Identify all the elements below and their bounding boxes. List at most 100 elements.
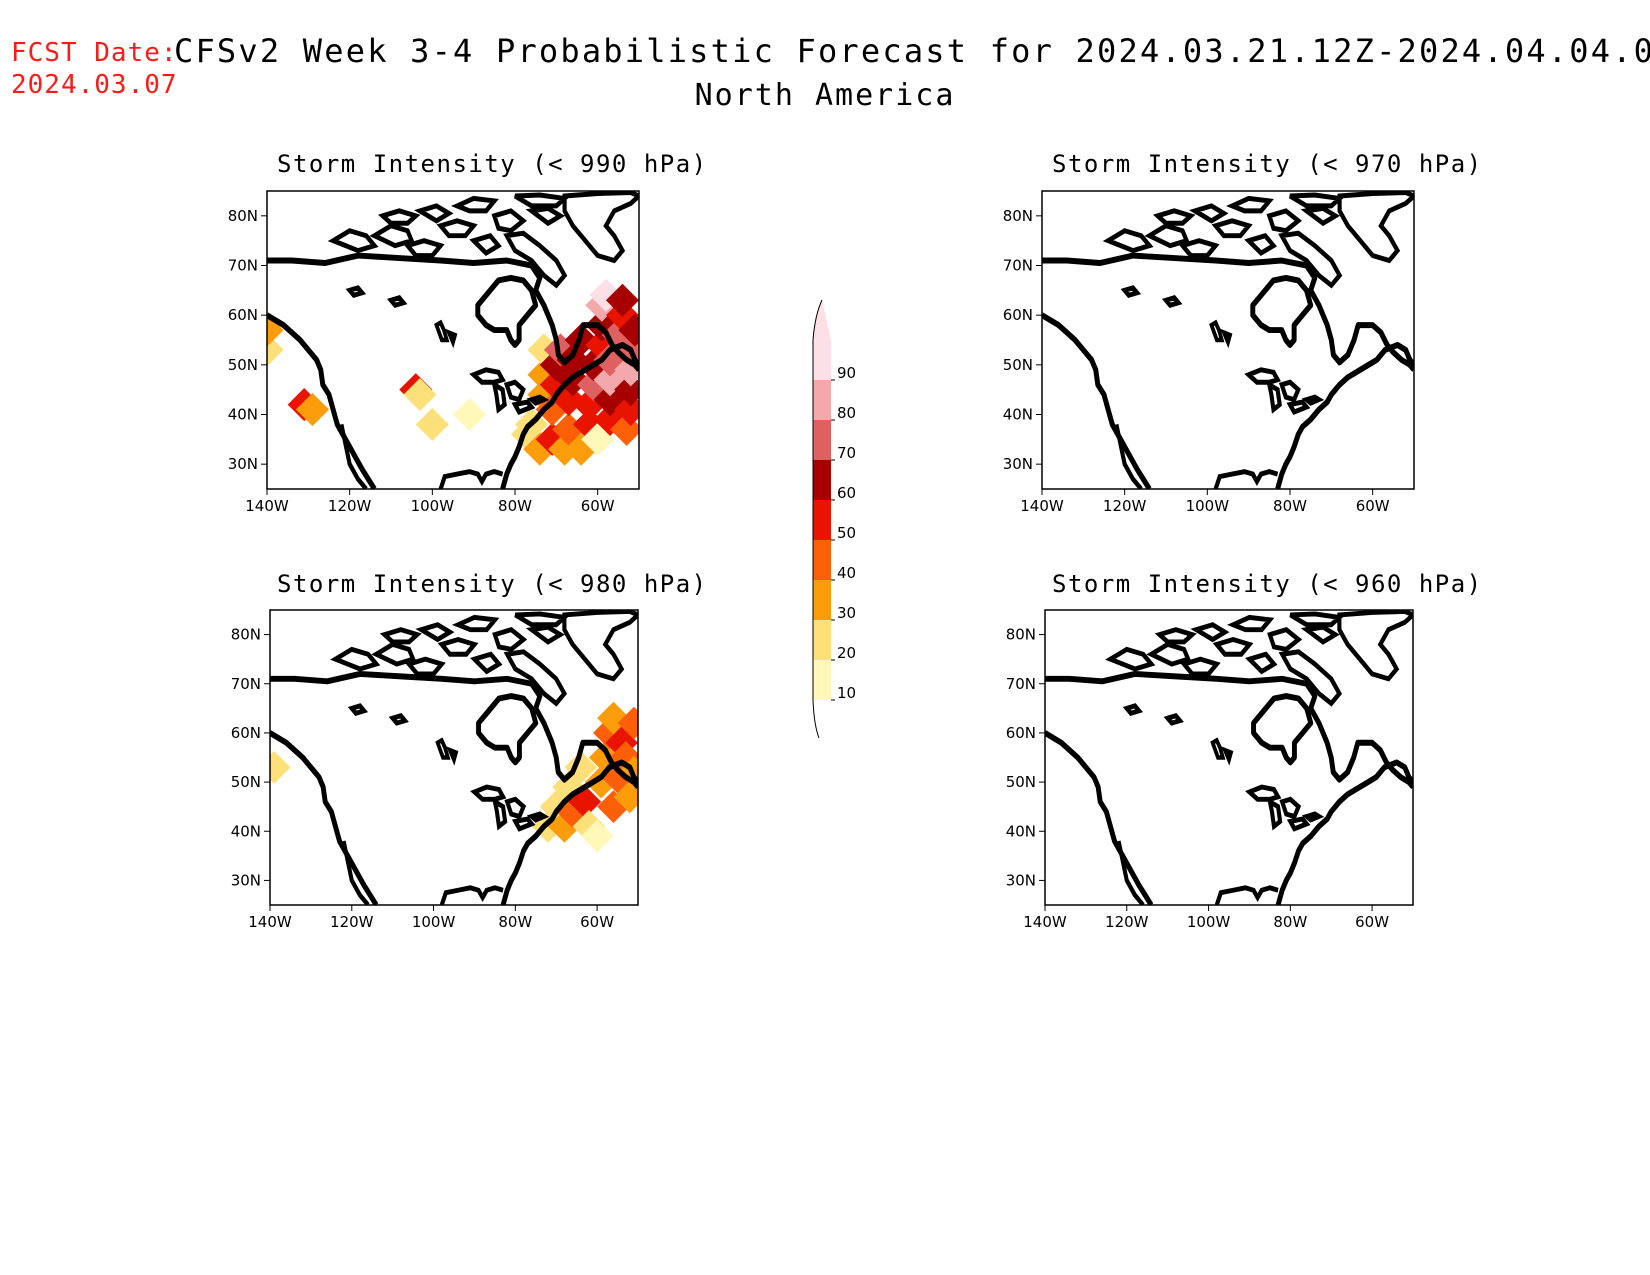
lon-tick-label: 100W — [1187, 913, 1231, 931]
forecast-date-value: 2024.03.07 — [11, 70, 178, 100]
lon-tick-label: 80W — [1273, 497, 1307, 515]
colorbar-label: 90 — [837, 364, 856, 382]
probability-cell — [270, 750, 291, 784]
map-frame — [269, 609, 639, 906]
lat-tick-label: 60N — [231, 724, 261, 742]
lon-tick-label: 60W — [1356, 497, 1390, 515]
colorbar-bottom-tip — [812, 699, 820, 739]
lat-tick-label: 70N — [228, 257, 258, 275]
colorbar-label: 20 — [837, 644, 856, 662]
coastline — [1042, 192, 1414, 489]
probability-cell — [564, 750, 598, 784]
lon-tick-label: 100W — [1186, 497, 1230, 515]
probability-cell — [617, 706, 638, 740]
lon-tick-label: 100W — [412, 913, 456, 931]
probability-cell — [572, 388, 606, 422]
panel-title-990: Storm Intensity (< 990 hPa) — [277, 150, 708, 178]
lon-tick-label: 60W — [1355, 913, 1389, 931]
map-frame — [1041, 190, 1415, 490]
panel-title-980: Storm Intensity (< 980 hPa) — [277, 570, 708, 598]
lon-tick-label: 140W — [1020, 497, 1064, 515]
panel-title-970: Storm Intensity (< 970 hPa) — [1052, 150, 1483, 178]
lat-tick-label: 60N — [1003, 306, 1033, 324]
lat-tick-label: 40N — [1006, 822, 1036, 840]
lat-tick-label: 60N — [228, 306, 258, 324]
probability-cell — [453, 397, 487, 432]
colorbar-label: 10 — [837, 684, 856, 702]
lat-tick-label: 30N — [1006, 871, 1036, 889]
probability-cell — [618, 313, 639, 347]
lat-tick-label: 80N — [1003, 207, 1033, 225]
lon-tick-label: 80W — [498, 913, 532, 931]
lon-tick-label: 120W — [1103, 497, 1147, 515]
lat-tick-label: 30N — [231, 871, 261, 889]
lon-tick-label: 60W — [580, 913, 614, 931]
lat-tick-label: 40N — [1003, 406, 1033, 424]
lon-tick-label: 140W — [1023, 913, 1067, 931]
probability-cell — [415, 407, 449, 441]
colorbar-swatch — [813, 420, 831, 460]
lon-tick-label: 80W — [1273, 913, 1307, 931]
map-panel-970: 30N 40N 50N 60N 70N 80N 140W 120W 100W 80W 60W — [1003, 190, 1415, 515]
probability-cell — [403, 378, 437, 412]
lat-tick-label: 50N — [231, 773, 261, 791]
lat-tick-label: 50N — [1003, 356, 1033, 374]
colorbar-swatch — [813, 620, 831, 660]
probability-cell — [581, 422, 615, 456]
lat-tick-label: 50N — [228, 356, 258, 374]
probability-cell — [556, 343, 590, 377]
lat-tick-label: 30N — [1003, 455, 1033, 473]
lat-tick-label: 70N — [231, 675, 261, 693]
coastline — [1045, 611, 1413, 905]
lat-tick-label: 50N — [1006, 773, 1036, 791]
colorbar-label: 30 — [837, 604, 856, 622]
panel-title-960: Storm Intensity (< 960 hPa) — [1052, 570, 1483, 598]
colorbar-label: 60 — [837, 484, 856, 502]
lat-tick-label: 40N — [231, 822, 261, 840]
lon-tick-label: 120W — [328, 497, 372, 515]
colorbar-swatch — [813, 460, 831, 500]
lat-tick-label: 80N — [228, 207, 258, 225]
map-frame — [266, 190, 640, 490]
lat-tick-label: 70N — [1003, 257, 1033, 275]
lon-tick-label: 140W — [245, 497, 289, 515]
lon-tick-label: 140W — [248, 913, 292, 931]
colorbar-label: 70 — [837, 444, 856, 462]
lat-tick-label: 30N — [228, 455, 258, 473]
lat-tick-label: 60N — [1006, 724, 1036, 742]
lon-tick-label: 120W — [330, 913, 374, 931]
probability-cell — [605, 283, 639, 317]
colorbar-swatch — [813, 540, 831, 580]
colorbar-swatch — [813, 380, 831, 420]
colorbar-swatch — [813, 340, 831, 380]
colorbar-label: 50 — [837, 524, 856, 542]
lon-tick-label: 60W — [581, 497, 615, 515]
colorbar-swatch — [813, 660, 831, 700]
map-frame — [1044, 609, 1414, 906]
colorbar-label: 40 — [837, 564, 856, 582]
lat-tick-label: 80N — [1006, 626, 1036, 644]
region-subtitle: North America — [694, 78, 956, 113]
lon-tick-label: 100W — [411, 497, 455, 515]
lon-tick-label: 120W — [1105, 913, 1149, 931]
probability-cell — [589, 278, 623, 312]
colorbar-swatch — [813, 580, 831, 620]
lon-tick-label: 80W — [498, 497, 532, 515]
map-panel-960: 30N 40N 50N 60N 70N 80N 140W 120W 100W 80W 60W — [1006, 609, 1414, 931]
colorbar: 10 20 30 40 50 60 70 80 90 — [812, 299, 856, 739]
colorbar-top-tip — [813, 300, 831, 340]
colorbar-swatch — [813, 500, 831, 540]
forecast-date-label: FCST Date: — [11, 38, 178, 68]
lat-tick-label: 70N — [1006, 675, 1036, 693]
colorbar-label: 80 — [837, 404, 856, 422]
probability-cell — [580, 819, 614, 853]
probability-cell — [267, 313, 284, 347]
main-title: CFSv2 Week 3-4 Probabilistic Forecast fo… — [174, 32, 1650, 70]
map-panel-990: 30N 40N 50N 60N 70N 80N 140W 120W 100W 80W 60W — [228, 190, 640, 515]
map-panel-980: 30N 40N 50N 60N 70N 80N 140W 120W 100W 80W 60W — [231, 609, 639, 931]
probability-cell — [295, 393, 329, 427]
probability-cell — [613, 780, 638, 814]
lat-tick-label: 40N — [228, 406, 258, 424]
lat-tick-label: 80N — [231, 626, 261, 644]
